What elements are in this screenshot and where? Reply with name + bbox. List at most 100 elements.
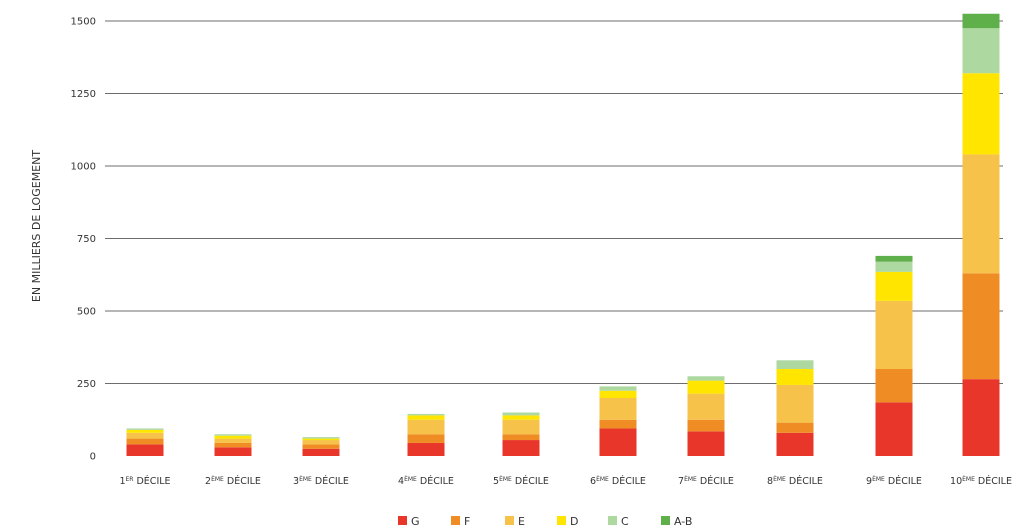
y-axis-ticks: 0 250 500 750 1000 1250 1500 (71, 17, 96, 463)
bar-segment-c (599, 386, 637, 391)
bar-segment-e (126, 432, 164, 439)
bar-segment-e (214, 438, 252, 443)
bar-segment-e (407, 419, 445, 435)
x-tick-label: 2ÈME DÉCILE (205, 475, 261, 487)
bar-segment-g (776, 432, 814, 456)
bar-segment-f (214, 442, 252, 448)
bar-segment-c (687, 376, 725, 381)
bar-segment-g (302, 448, 340, 456)
bar-stack (214, 434, 252, 456)
x-tick-label: 10ÈME DÉCILE (950, 475, 1012, 487)
legend-item-g: G (398, 515, 420, 528)
legend-label: C (621, 515, 629, 528)
bar-segment-c (407, 413, 445, 416)
bar-segment-d (875, 271, 913, 301)
bar-stack (302, 437, 340, 456)
legend-item-d: D (557, 515, 578, 528)
bar-segment-e (875, 300, 913, 369)
bar-segment-c (302, 437, 340, 439)
bar-segment-f (407, 434, 445, 443)
bar-segment-c (126, 428, 164, 430)
legend-swatch (451, 516, 460, 525)
bar-segment-f (776, 422, 814, 433)
legend-label: E (518, 515, 525, 528)
bar-stack (407, 413, 445, 456)
bar-segment-d (502, 415, 540, 420)
bar-segment-d (687, 380, 725, 394)
bar-stack (502, 412, 540, 456)
bar-segment-e (776, 384, 814, 423)
x-tick-label: 4ÈME DÉCILE (398, 475, 454, 487)
y-tick-label: 1000 (71, 162, 96, 173)
bar-segment-c (502, 412, 540, 416)
bar-segment-f (875, 369, 913, 403)
y-tick-label: 500 (77, 307, 96, 318)
bar-segment-c (214, 434, 252, 436)
bars (126, 13, 1000, 456)
bar-stack (687, 376, 725, 456)
x-tick-label: 7ÈME DÉCILE (678, 475, 734, 487)
legend-swatch (557, 516, 566, 525)
y-axis-label: EN MILLIERS DE LOGEMENT (30, 150, 43, 302)
legend-label: A-B (674, 515, 692, 528)
bar-segment-c (962, 28, 1000, 74)
bar-segment-e (962, 154, 1000, 274)
legend-swatch (608, 516, 617, 525)
bar-segment-g (407, 442, 445, 456)
bar-segment-g (502, 440, 540, 456)
bar-segment-d (599, 390, 637, 398)
y-tick-label: 0 (90, 452, 96, 463)
bar-segment-g (962, 379, 1000, 456)
legend-item-f: F (451, 515, 470, 528)
legend-item-e: E (505, 515, 525, 528)
bar-stack (776, 360, 814, 456)
gridlines (105, 20, 1003, 384)
bar-segment-g (599, 428, 637, 456)
bar-stack (126, 428, 164, 456)
bar-segment-g (214, 447, 252, 456)
x-tick-label: 6ÈME DÉCILE (590, 475, 646, 487)
bar-segment-c (776, 360, 814, 369)
bar-stack (962, 13, 1000, 456)
bar-segment-e (599, 398, 637, 420)
bar-segment-d (214, 435, 252, 439)
legend-label: D (570, 515, 578, 528)
x-tick-label: 9ÈME DÉCILE (866, 475, 922, 487)
y-tick-label: 1500 (71, 17, 96, 28)
legend-item-a-b: A-B (661, 515, 692, 528)
y-tick-label: 1250 (71, 89, 96, 100)
legend-label: G (411, 515, 420, 528)
bar-segment-d (407, 415, 445, 420)
bar-segment-c (875, 261, 913, 272)
bar-segment-g (126, 444, 164, 456)
legend-swatch (661, 516, 670, 525)
x-axis-ticks: 1ER DÉCILE 2ÈME DÉCILE 3ÈME DÉCILE 4ÈME DÉC… (119, 475, 1012, 487)
bar-segment-e (687, 393, 725, 420)
bar-segment-d (776, 369, 814, 385)
bar-stack (875, 255, 913, 456)
bar-segment-f (599, 419, 637, 429)
bar-segment-d (126, 429, 164, 433)
bar-segment-e (302, 440, 340, 445)
y-tick-label: 250 (77, 379, 96, 390)
legend: G F E D C A-B (398, 515, 692, 528)
x-tick-label: 3ÈME DÉCILE (293, 475, 349, 487)
bar-segment-d (302, 438, 340, 441)
legend-item-c: C (608, 515, 629, 528)
bar-segment-f (962, 273, 1000, 380)
bar-segment-f (126, 438, 164, 445)
legend-swatch (398, 516, 407, 525)
legend-label: F (464, 515, 470, 528)
bar-segment-f (502, 434, 540, 441)
bar-segment-f (687, 419, 725, 432)
legend-swatch (505, 516, 514, 525)
bar-segment-f (302, 444, 340, 449)
x-tick-label: 5ÈME DÉCILE (493, 475, 549, 487)
bar-segment-a-b (875, 255, 913, 262)
bar-segment-a-b (962, 13, 1000, 29)
bar-segment-g (687, 431, 725, 456)
bar-segment-d (962, 73, 1000, 155)
y-tick-label: 750 (77, 234, 96, 245)
x-tick-label: 1ER DÉCILE (119, 475, 170, 487)
